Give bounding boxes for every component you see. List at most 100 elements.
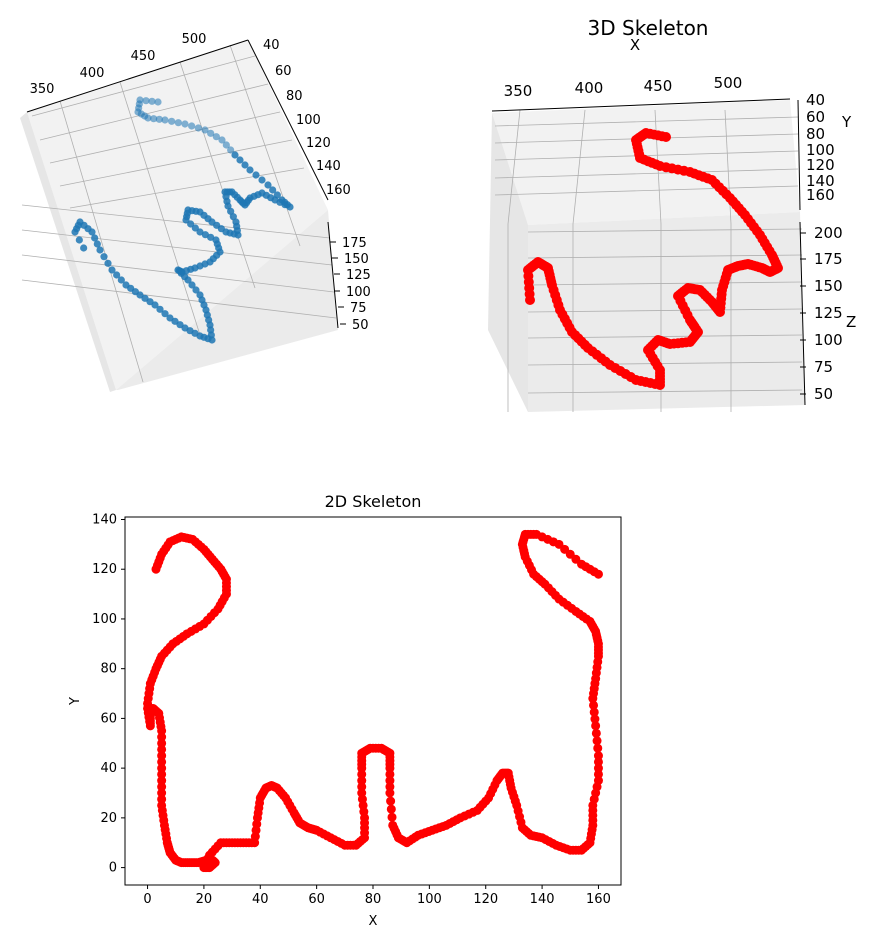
2d-point — [357, 776, 367, 786]
3d-blue-z-tick: 150 — [344, 252, 369, 267]
3d-blue-point — [161, 310, 169, 318]
panel-3d-red: 3D Skeleton X Y Z 350 400 450 5004060801001… — [488, 16, 856, 412]
3d-blue-x-axis-line — [26, 39, 249, 113]
2d-point — [157, 726, 167, 736]
3d-blue-grid-y — [39, 83, 269, 141]
3d-blue-point — [212, 133, 220, 141]
3d-red-z-tick: 100 — [814, 331, 843, 349]
3d-blue-point — [75, 236, 83, 244]
3d-red-y-tick: 40 — [806, 91, 825, 109]
3d-blue-z-tick: 125 — [346, 268, 371, 283]
3d-red-zlabel: Z — [846, 313, 856, 331]
3d-blue-point — [231, 151, 239, 159]
3d-blue-point — [161, 116, 169, 124]
2d-y-tick-label: 0 — [109, 861, 117, 876]
3d-blue-y-tick: 120 — [306, 136, 331, 151]
2d-point — [157, 738, 167, 748]
3d-red-grid-z — [527, 254, 803, 259]
3d-blue-point — [188, 281, 196, 289]
3d-blue-point — [166, 314, 174, 322]
3d-red-y-tick: 80 — [806, 125, 825, 143]
2d-x-tick-label: 80 — [365, 892, 382, 907]
3d-blue-grid-y — [49, 111, 281, 164]
3d-blue-x-tick: 400 — [80, 66, 105, 81]
3d-red-y-tick: 60 — [806, 108, 825, 126]
2d-ylabel: Y — [68, 697, 83, 706]
3d-blue-point — [108, 266, 116, 274]
3d-red-xlabel: X — [630, 36, 640, 54]
2d-point — [157, 744, 167, 754]
2d-point — [385, 782, 395, 792]
3d-blue-point — [246, 166, 254, 174]
3d-red-x-tick: 450 — [644, 77, 673, 95]
2d-x-tick-label: 60 — [308, 892, 325, 907]
3d-red-point — [525, 295, 535, 305]
2d-markers — [143, 529, 603, 873]
3d-blue-point — [201, 231, 209, 239]
2d-y-tick-label: 100 — [92, 612, 117, 627]
3d-blue-point — [222, 141, 230, 149]
3d-blue-gridlines — [21, 44, 337, 383]
3d-red-grid-y — [494, 185, 799, 196]
3d-blue-point — [191, 224, 199, 232]
2d-point — [357, 788, 367, 798]
3d-red-y-tick: 100 — [806, 141, 835, 159]
3d-blue-point — [156, 305, 164, 313]
3d-blue-grid-x — [119, 81, 201, 336]
3d-blue-point — [184, 276, 192, 284]
3d-red-x-axis-line — [491, 98, 791, 112]
3d-blue-grid-z — [21, 229, 333, 266]
3d-blue-point — [188, 122, 196, 130]
3d-blue-grid-x — [59, 100, 144, 383]
3d-blue-x-tick: 450 — [131, 49, 156, 64]
panel-2d: 2D Skeleton 0 20 40 60 80 100 120 140 160 0 20 40 60… — [68, 492, 622, 929]
3d-blue-point — [154, 98, 162, 106]
3d-blue-point — [227, 146, 235, 154]
3d-blue-y-tick: 160 — [326, 183, 351, 198]
3d-red-y-tick: 160 — [806, 186, 835, 204]
3d-red-x-tick: 350 — [504, 82, 533, 100]
3d-blue-point — [241, 161, 249, 169]
3d-blue-point — [150, 115, 158, 123]
3d-blue-point — [113, 271, 121, 279]
3d-red-y-tick: 140 — [806, 172, 835, 190]
3d-blue-grid-z — [21, 204, 331, 239]
2d-point — [157, 776, 167, 786]
2d-x-tick-label: 140 — [530, 892, 555, 907]
3d-red-x-tick: 400 — [575, 79, 604, 97]
3d-blue-y-tick: 80 — [286, 89, 303, 104]
2d-point — [593, 763, 603, 773]
3d-red-title: 3D Skeleton — [588, 16, 709, 40]
2d-point — [385, 763, 395, 773]
3d-blue-point — [227, 207, 235, 215]
3d-blue-grid-y — [69, 167, 305, 209]
3d-blue-point — [142, 97, 150, 105]
3d-blue-point — [252, 171, 260, 179]
3d-blue-point — [192, 286, 200, 294]
3d-blue-y-tick: 60 — [275, 64, 292, 79]
3d-blue-point — [96, 246, 104, 254]
3d-blue-point — [168, 117, 176, 125]
2d-point — [157, 751, 167, 761]
2d-ticks: 0 20 40 60 80 100 120 140 160 0 20 40 60 80 100 120 140 — [92, 512, 611, 907]
2d-point — [157, 794, 167, 804]
3d-blue-point — [207, 129, 215, 137]
3d-red-grid-z — [527, 308, 803, 313]
3d-blue-point — [201, 126, 209, 134]
2d-point — [157, 732, 167, 742]
3d-blue-x-tick: 350 — [30, 82, 55, 97]
2d-point — [157, 769, 167, 779]
2d-point — [385, 788, 395, 798]
3d-red-x-tick: 500 — [714, 74, 743, 92]
2d-point — [157, 782, 167, 792]
3d-blue-x-tick: 500 — [182, 32, 207, 47]
3d-blue-point — [174, 119, 182, 127]
2d-point — [386, 804, 396, 814]
3d-blue-point — [207, 233, 215, 241]
2d-point — [593, 769, 603, 779]
3d-red-z-tick: 125 — [814, 304, 843, 322]
3d-blue-point — [229, 213, 237, 221]
